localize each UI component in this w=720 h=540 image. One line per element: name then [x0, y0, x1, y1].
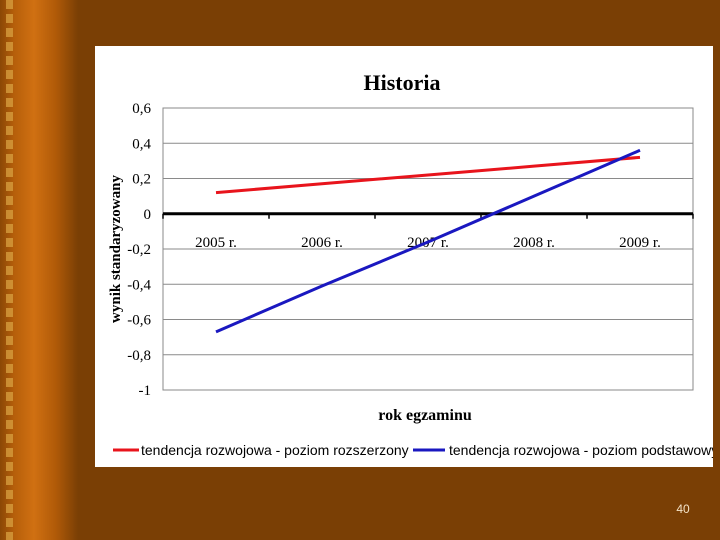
gridlines: [162, 107, 694, 391]
x-tick-label: 2008 r.: [513, 235, 555, 251]
series-line-podstawowy: [215, 148, 641, 334]
decorative-left-bar: [0, 0, 78, 540]
y-axis-label: wynik standaryzowany: [108, 175, 124, 323]
y-tick-label: -0,4: [127, 277, 151, 293]
y-tick-label: -0,6: [127, 313, 151, 329]
line-chart: Historia 0,6 0,4 0,2 0 -0,2 -0,4 -0,6 -0,8 -1 20…: [108, 70, 713, 458]
y-tick-label: 0: [144, 207, 152, 223]
y-tick-label: 0,4: [132, 136, 151, 152]
x-tick-label: 2005 r.: [195, 235, 237, 251]
page-number: 40: [676, 502, 690, 516]
chart-panel: Historia 0,6 0,4 0,2 0 -0,2 -0,4 -0,6 -0,8 -1 20…: [95, 46, 713, 467]
chart-title: Historia: [364, 70, 441, 95]
y-tick-labels: 0,6 0,4 0,2 0 -0,2 -0,4 -0,6 -0,8 -1: [127, 101, 151, 399]
x-tick-label: 2009 r.: [619, 235, 661, 251]
legend-label-rozszerzony: tendencja rozwojowa - poziom rozszerzony: [141, 442, 409, 458]
y-tick-label: 0,6: [132, 101, 151, 117]
x-tick-label: 2006 r.: [301, 235, 343, 251]
y-tick-label: -0,8: [127, 348, 151, 364]
y-tick-label: 0,2: [132, 172, 151, 188]
legend: tendencja rozwojowa - poziom rozszerzony…: [113, 442, 713, 458]
series-lines: [215, 148, 641, 334]
series-line-rozszerzony: [215, 155, 641, 195]
x-axis-label: rok egzaminu: [378, 407, 472, 424]
legend-label-podstawowy: tendencja rozwojowa - poziom podstawowy: [449, 442, 713, 458]
y-tick-label: -0,2: [127, 242, 151, 258]
decorative-dash-strip: [6, 0, 13, 540]
y-tick-label: -1: [139, 383, 152, 399]
